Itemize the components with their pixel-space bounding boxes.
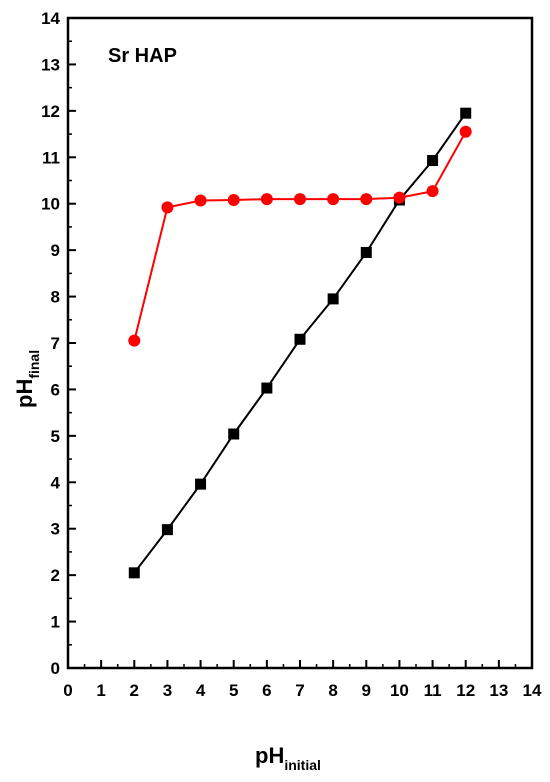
x-tick-label: 3 bbox=[163, 681, 172, 700]
y-tick-label: 5 bbox=[51, 427, 60, 446]
data-point bbox=[393, 191, 406, 204]
data-point bbox=[260, 193, 273, 206]
annotation-label: Sr HAP bbox=[108, 45, 177, 67]
y-tick-label: 1 bbox=[51, 613, 60, 632]
data-point bbox=[128, 334, 141, 347]
x-tick-label: 4 bbox=[196, 681, 206, 700]
x-tick-label: 5 bbox=[229, 681, 238, 700]
x-tick-label: 11 bbox=[424, 681, 442, 700]
data-point bbox=[227, 194, 240, 206]
data-point bbox=[459, 125, 472, 138]
data-point bbox=[360, 193, 373, 206]
data-point bbox=[360, 246, 372, 258]
y-tick-label: 6 bbox=[51, 380, 60, 399]
y-axis-title: pHfinal bbox=[12, 350, 42, 408]
x-tick-label: 12 bbox=[456, 681, 475, 700]
x-tick-label: 7 bbox=[295, 681, 304, 700]
x-tick-label: 1 bbox=[96, 681, 105, 700]
x-axis-title-main: pH bbox=[255, 743, 284, 768]
y-axis-title-main: pH bbox=[12, 379, 37, 408]
data-point bbox=[294, 333, 306, 345]
data-point bbox=[261, 382, 273, 394]
x-tick-label: 0 bbox=[63, 681, 72, 700]
data-point bbox=[426, 185, 439, 198]
data-point bbox=[228, 428, 240, 440]
data-point bbox=[161, 201, 174, 214]
y-tick-label: 14 bbox=[41, 9, 60, 28]
data-point bbox=[195, 478, 207, 490]
data-point bbox=[327, 193, 340, 206]
data-point bbox=[460, 107, 472, 119]
y-tick-label: 0 bbox=[51, 659, 60, 678]
x-tick-label: 8 bbox=[328, 681, 337, 700]
series-1 bbox=[128, 107, 472, 579]
data-point bbox=[327, 293, 339, 305]
series-line bbox=[133, 131, 467, 341]
y-tick-label: 9 bbox=[51, 241, 60, 260]
x-tick-label: 6 bbox=[262, 681, 271, 700]
x-tick-label: 14 bbox=[523, 681, 542, 700]
x-axis-title-sub: initial bbox=[284, 757, 321, 773]
y-tick-label: 8 bbox=[51, 288, 60, 307]
y-axis-title-sub: final bbox=[26, 350, 42, 379]
x-tick-label: 10 bbox=[390, 681, 409, 700]
data-point bbox=[294, 193, 306, 206]
x-tick-label: 9 bbox=[362, 681, 371, 700]
y-tick-label: 12 bbox=[41, 102, 60, 121]
data-point bbox=[194, 194, 207, 207]
y-tick-label: 7 bbox=[51, 334, 60, 353]
x-axis-ticks: 0 1 2 3 4 5 6 7 8 9 10 11 12 13 14 bbox=[63, 660, 542, 700]
y-tick-label: 2 bbox=[51, 566, 60, 585]
y-tick-label: 13 bbox=[41, 55, 60, 74]
y-tick-label: 4 bbox=[51, 473, 61, 492]
y-tick-label: 10 bbox=[41, 195, 60, 214]
series-layer bbox=[128, 107, 472, 579]
y-tick-label: 11 bbox=[42, 148, 60, 167]
data-point bbox=[128, 567, 140, 579]
x-axis-title: pHinitial bbox=[255, 743, 321, 773]
y-tick-label: 3 bbox=[51, 520, 60, 539]
series-2 bbox=[128, 125, 472, 347]
data-point bbox=[427, 155, 439, 167]
x-tick-label: 2 bbox=[130, 681, 139, 700]
x-tick-label: 13 bbox=[489, 681, 508, 700]
data-point bbox=[161, 524, 173, 536]
